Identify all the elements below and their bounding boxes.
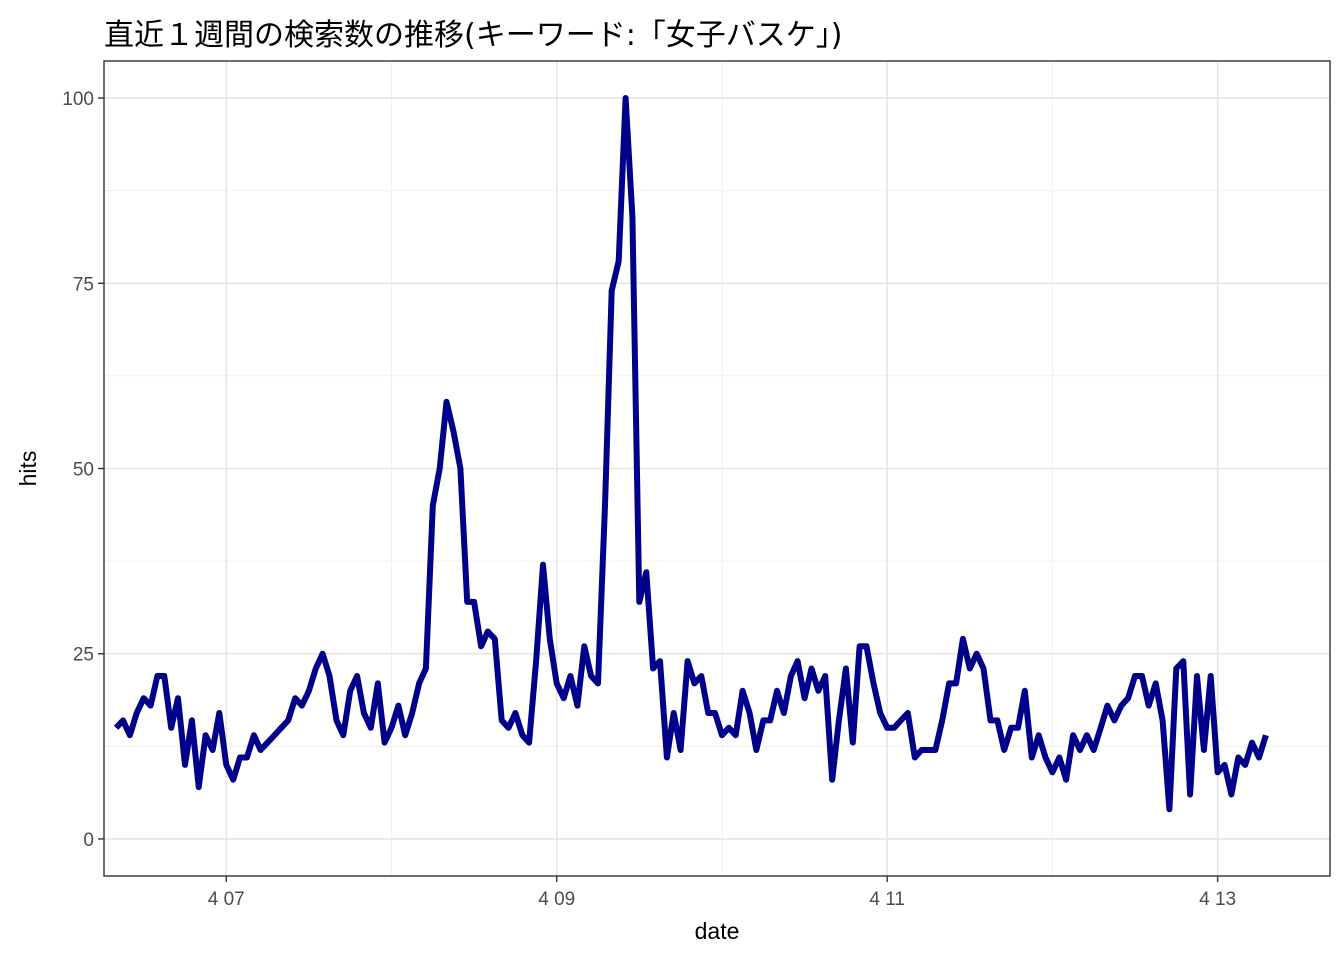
major-gridlines: [104, 61, 1330, 876]
x-axis: 4 07 4 09 4 11 4 13: [208, 876, 1236, 910]
x-tick-label: 4 11: [869, 889, 905, 910]
x-tick-label: 4 09: [538, 889, 575, 910]
x-tick-label: 4 13: [1199, 889, 1236, 910]
y-tick-label: 100: [62, 89, 94, 110]
y-tick-label: 75: [73, 274, 94, 295]
x-axis-title: date: [695, 918, 740, 944]
y-axis-title: hits: [15, 451, 41, 487]
hits-series-line: [113, 95, 1269, 813]
series-group: [113, 95, 1269, 813]
y-tick-label: 50: [73, 460, 94, 481]
y-tick-label: 25: [73, 645, 94, 666]
x-tick-label: 4 07: [208, 889, 245, 910]
y-axis: 0 25 50 75 100: [62, 89, 104, 851]
y-tick-label: 0: [83, 830, 94, 851]
chart-title: 直近１週間の検索数の推移(キーワード:「女子バスケ」): [104, 18, 843, 53]
